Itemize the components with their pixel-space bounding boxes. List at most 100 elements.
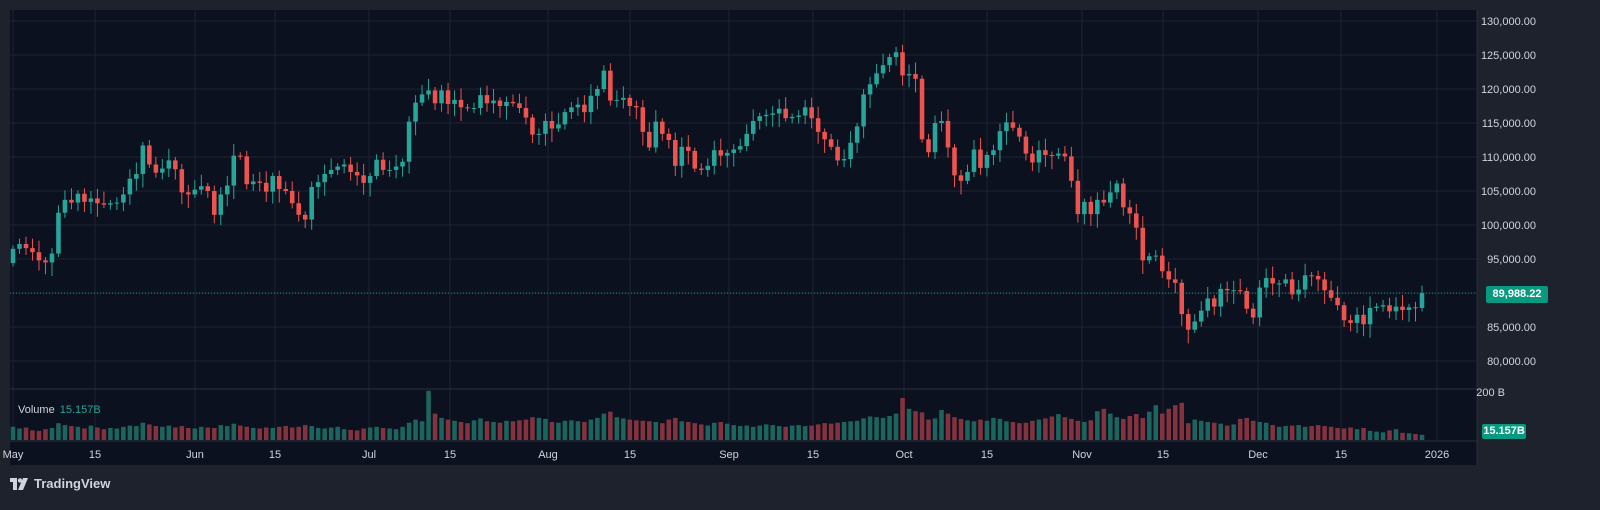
volume-bar (173, 427, 178, 440)
candle-body (302, 214, 308, 220)
volume-bar (757, 425, 762, 440)
candle-body (1101, 199, 1107, 203)
plot-area (10, 10, 1477, 465)
volume-bar (30, 430, 35, 440)
volume-bar (1172, 405, 1178, 440)
volume-bar (549, 422, 555, 440)
volume-bar (958, 418, 964, 440)
volume-bar (867, 416, 873, 440)
candle-body (1335, 297, 1340, 306)
volume-bar (237, 425, 243, 440)
volume-bar (698, 424, 704, 440)
candle-body (30, 248, 35, 253)
candle-body (919, 78, 925, 140)
candle-body (173, 160, 178, 170)
candle-body (1160, 255, 1165, 272)
volume-bar (179, 426, 185, 440)
candle-body (932, 123, 938, 153)
candle-body (1367, 307, 1373, 325)
volume-bar (374, 426, 379, 440)
candle-body (75, 193, 81, 203)
volume-bar (192, 428, 198, 440)
volume-bar (212, 428, 217, 440)
candle-body (237, 155, 243, 157)
candle-body (1413, 307, 1418, 309)
y-tick-label: 130,000.00 (1481, 16, 1536, 28)
volume-bar (634, 420, 639, 440)
volume-bar (134, 426, 139, 440)
y-tick-label: 95,000.00 (1487, 254, 1536, 266)
volume-bar (543, 418, 548, 440)
candle-body (569, 107, 574, 113)
candle-body (1030, 153, 1035, 163)
candle-body (36, 252, 42, 261)
candle-body (1309, 275, 1314, 277)
y-tick-label: 85,000.00 (1487, 322, 1536, 334)
volume-bar (1354, 429, 1360, 440)
volume-bar (75, 426, 81, 440)
candle-body (354, 171, 360, 176)
tradingview-logo[interactable]: TradingView (10, 476, 110, 491)
volume-bar (1419, 434, 1425, 440)
volume-bar (1198, 420, 1204, 440)
volume-bar (517, 420, 522, 440)
x-tick-label: 15 (1157, 449, 1169, 461)
candle-body (562, 112, 568, 125)
volume-bar (1335, 428, 1340, 440)
candle-body (906, 74, 912, 76)
candle-body (815, 118, 821, 132)
volume-bar (1341, 428, 1347, 440)
candle-body (1004, 122, 1009, 132)
candle-body (283, 188, 288, 191)
volume-bar (289, 427, 295, 440)
candle-body (166, 160, 172, 169)
volume-bar (744, 425, 749, 440)
candle-body (88, 198, 94, 202)
candle-body (179, 169, 185, 193)
candle-body (374, 159, 379, 177)
candle-body (478, 95, 483, 109)
candle-body (893, 52, 899, 58)
volume-bar (108, 428, 113, 440)
candle-body (1211, 298, 1217, 307)
candle-body (1400, 306, 1405, 310)
volume-bar (341, 429, 347, 440)
candle-body (23, 244, 29, 249)
candle-body (69, 199, 74, 203)
volume-bar (166, 425, 172, 440)
volume-bar (952, 417, 957, 440)
volume-bar (653, 422, 659, 440)
volume-bar (348, 429, 353, 440)
volume-bar (224, 426, 230, 440)
candle-body (1179, 282, 1185, 315)
candle-body (679, 146, 685, 166)
candle-body (439, 90, 444, 104)
volume-bar (160, 426, 165, 440)
volume-bar (309, 426, 314, 440)
volume-bar (140, 422, 146, 440)
volume-bar (731, 425, 737, 440)
candle-body (984, 154, 990, 168)
candle-body (458, 99, 464, 108)
candle-body (971, 149, 977, 172)
volume-bar (250, 428, 256, 440)
y-tick-label: 100,000.00 (1481, 220, 1536, 232)
candle-body (737, 146, 743, 150)
candle-body (705, 165, 711, 170)
volume-bar (1075, 420, 1081, 440)
volume-bar (711, 422, 717, 440)
candle-body (673, 140, 678, 166)
volume-bar (919, 412, 925, 440)
volume-bar (1302, 426, 1308, 440)
volume-bar (848, 421, 853, 440)
volume-bar (718, 422, 724, 440)
volume-bar (1283, 426, 1288, 440)
volume-bar (1179, 402, 1185, 440)
volume-bar (1166, 408, 1172, 440)
volume-bar (1160, 413, 1165, 440)
candle-body (802, 107, 808, 116)
volume-bar (1387, 430, 1392, 440)
volume-bar (770, 425, 775, 440)
candle-body (789, 116, 795, 119)
